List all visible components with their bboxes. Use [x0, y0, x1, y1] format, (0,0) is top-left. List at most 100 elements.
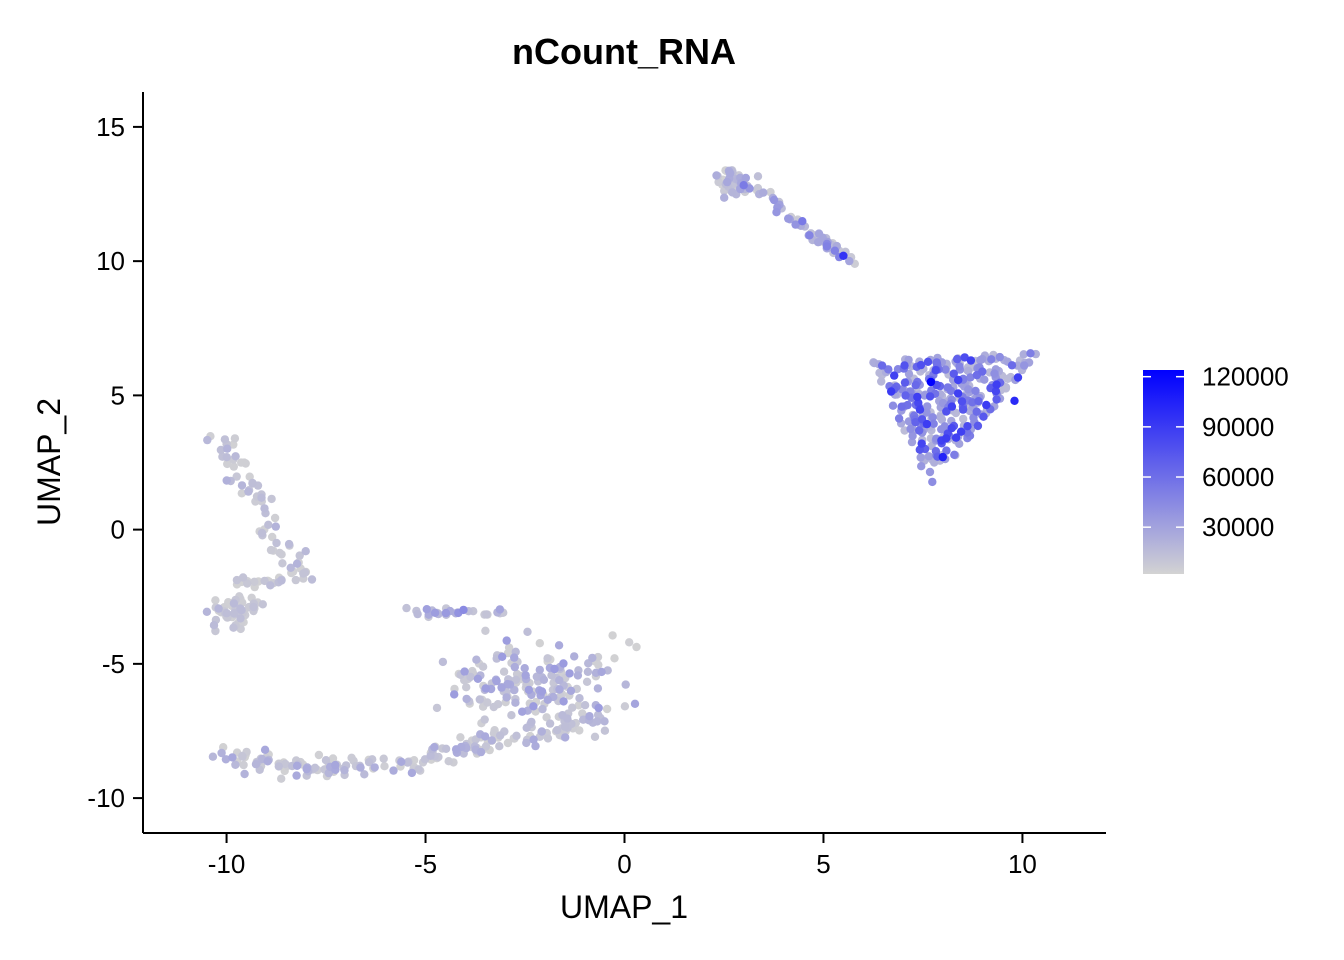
colorbar-tick-label: 30000: [1202, 512, 1274, 542]
cell-point: [931, 366, 940, 375]
cell-point: [483, 698, 492, 707]
cell-point: [1007, 361, 1017, 370]
cell-point: [916, 360, 926, 370]
cell-point: [951, 433, 961, 442]
cell-point: [966, 373, 975, 382]
cell-point: [925, 392, 935, 401]
cell-point: [937, 425, 946, 434]
cell-point: [529, 735, 538, 744]
cell-point: [324, 768, 333, 778]
cell-point: [250, 577, 259, 586]
cell-point: [964, 366, 973, 376]
cell-point: [625, 638, 634, 647]
cell-point: [957, 397, 967, 406]
cell-point: [228, 753, 237, 762]
cell-point: [266, 581, 275, 590]
cell-point: [813, 238, 823, 247]
cell-point: [413, 609, 422, 619]
cell-point: [238, 573, 248, 582]
cell-point: [422, 605, 431, 614]
chart-title: nCount_RNA: [512, 31, 736, 72]
cell-point: [593, 684, 603, 693]
cell-point: [460, 667, 469, 676]
cell-point: [310, 763, 320, 772]
cell-point: [830, 246, 840, 255]
cell-point: [270, 513, 280, 523]
cell-point: [980, 375, 989, 384]
cell-point: [594, 703, 603, 713]
cell-point: [925, 467, 935, 477]
cell-point: [263, 757, 272, 766]
cell-point: [214, 604, 223, 613]
cell-point: [877, 361, 887, 370]
cell-point: [963, 422, 972, 431]
cell-point: [759, 188, 768, 197]
cell-point: [403, 758, 412, 767]
cell-point: [480, 732, 490, 741]
cell-point: [814, 229, 824, 238]
cell-point: [575, 694, 584, 703]
cell-point: [904, 369, 914, 379]
y-tick-label: 10: [96, 246, 125, 276]
cell-point: [907, 437, 917, 447]
colorbar: [1143, 370, 1184, 574]
cell-point: [432, 703, 442, 713]
cell-point: [240, 769, 249, 779]
x-axis-title: UMAP_1: [560, 889, 688, 925]
cell-point: [600, 717, 609, 726]
cell-point: [916, 453, 925, 462]
cell-point: [963, 428, 972, 437]
cell-point: [938, 452, 947, 462]
cell-point: [480, 715, 489, 724]
cell-point: [522, 738, 531, 748]
cell-point: [1013, 373, 1023, 382]
cell-point: [441, 608, 451, 618]
cell-point: [593, 710, 603, 720]
cell-point: [230, 434, 240, 443]
cell-point: [632, 642, 641, 652]
y-tick-label: 5: [111, 380, 125, 410]
cell-point: [495, 742, 504, 751]
cell-point: [1026, 349, 1035, 358]
cell-point: [266, 545, 276, 555]
cell-point: [937, 415, 947, 424]
cell-point: [430, 743, 439, 752]
cell-point: [942, 407, 951, 416]
cell-point: [239, 760, 248, 770]
cell-point: [497, 683, 506, 692]
cell-point: [621, 680, 630, 689]
cell-point: [922, 419, 932, 429]
cell-point: [370, 763, 379, 772]
cell-point: [307, 575, 317, 584]
cell-point: [430, 608, 440, 617]
cell-point: [277, 576, 286, 585]
cell-point: [444, 757, 453, 766]
cell-point: [566, 686, 576, 695]
cell-point: [594, 660, 603, 669]
cell-point: [550, 664, 559, 674]
cell-point: [257, 528, 267, 538]
cell-point: [426, 751, 435, 760]
cell-point: [216, 445, 226, 455]
cell-point: [570, 652, 579, 661]
cell-point: [947, 424, 956, 433]
cell-point: [950, 450, 959, 459]
cell-point: [597, 667, 606, 677]
cell-point: [953, 389, 963, 398]
cell-point: [482, 610, 491, 619]
cell-point: [466, 672, 475, 682]
cell-point: [971, 386, 980, 396]
x-tick-label: 0: [617, 849, 631, 879]
cell-point: [232, 472, 241, 481]
cell-point: [741, 173, 750, 183]
cell-point: [244, 487, 253, 496]
cell-point: [520, 664, 529, 673]
cell-point: [559, 659, 568, 668]
cell-point: [917, 462, 926, 471]
cell-point: [264, 520, 273, 529]
cell-point: [222, 453, 231, 462]
cell-point: [240, 458, 249, 467]
cell-point: [991, 387, 1001, 396]
cell-point: [237, 481, 247, 490]
cell-point: [292, 771, 301, 780]
